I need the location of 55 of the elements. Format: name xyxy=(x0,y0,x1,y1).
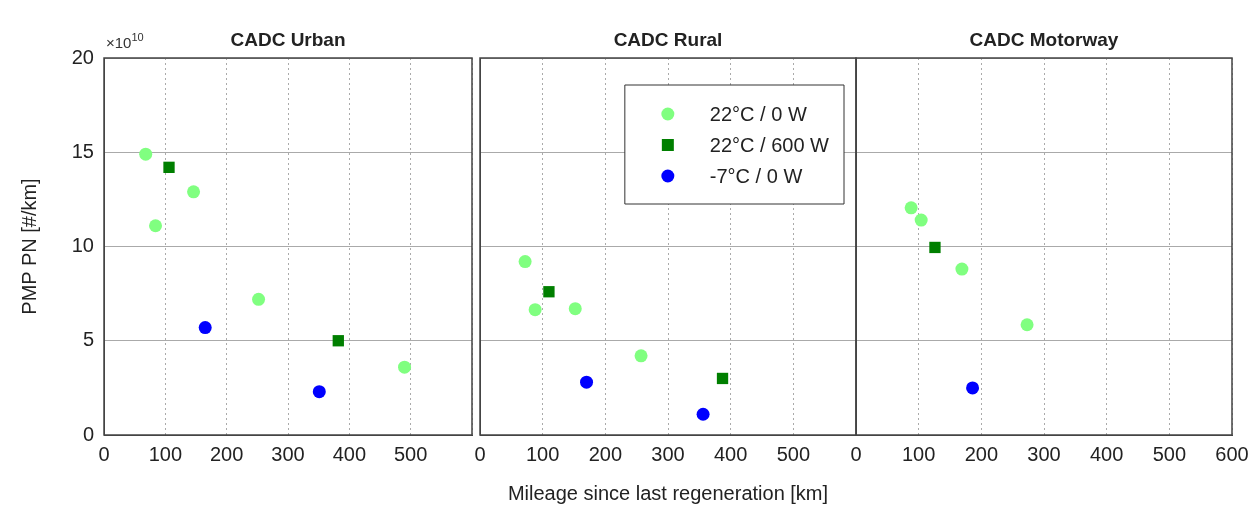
point xyxy=(187,185,201,199)
x-tick-label: 100 xyxy=(901,442,936,465)
point xyxy=(149,219,163,233)
point xyxy=(914,213,928,227)
x-tick-label: 0 xyxy=(98,442,110,465)
chart-title: CADC Motorway xyxy=(969,29,1119,50)
point xyxy=(528,303,542,317)
chart-title: CADC Urban xyxy=(230,29,346,50)
point xyxy=(634,349,648,363)
x-tick-label: 300 xyxy=(271,442,305,465)
legend-label: 22°C / 0 W xyxy=(709,102,807,125)
point xyxy=(198,321,212,335)
point xyxy=(716,372,729,385)
y-tick-label: 5 xyxy=(82,328,94,351)
x-axis-title: Mileage since last regeneration [km] xyxy=(507,481,829,504)
x-tick-label: 400 xyxy=(1089,442,1124,465)
x-tick-label: 200 xyxy=(588,442,623,465)
point xyxy=(696,407,710,421)
point xyxy=(252,292,266,306)
y-tick-label: 15 xyxy=(71,139,94,162)
point xyxy=(518,255,532,269)
point xyxy=(929,241,941,254)
x-tick-label: 300 xyxy=(1027,442,1061,465)
x-tick-label: 300 xyxy=(651,442,685,465)
chart-title: CADC Rural xyxy=(613,29,723,50)
point xyxy=(1020,318,1034,332)
point xyxy=(580,375,594,389)
legend-label: 22°C / 600 W xyxy=(709,133,830,156)
point xyxy=(543,286,555,298)
y-tick-label: 10 xyxy=(71,234,94,257)
point xyxy=(955,262,969,276)
x-tick-label: 500 xyxy=(1152,442,1187,465)
y-tick-label: 20 xyxy=(71,45,94,68)
y-axis-title: PMP PN [#/km] xyxy=(17,178,40,315)
x-tick-label: 0 xyxy=(474,442,486,465)
x-tick-label: 500 xyxy=(393,442,428,465)
x-tick-label: 0 xyxy=(850,442,862,465)
point xyxy=(139,147,153,161)
point xyxy=(332,335,344,347)
x-tick-label: 100 xyxy=(148,442,183,465)
point xyxy=(398,360,412,374)
y-tick-label: 0 xyxy=(82,422,94,445)
x-tick-label: 200 xyxy=(209,442,244,465)
point xyxy=(966,381,980,395)
point xyxy=(568,302,582,316)
x-tick-label: 400 xyxy=(332,442,367,465)
x-tick-label: 600 xyxy=(1215,442,1249,465)
x-tick-label: 500 xyxy=(776,442,811,465)
point xyxy=(904,201,918,215)
x-tick-label: 400 xyxy=(713,442,748,465)
x-tick-label: 100 xyxy=(525,442,560,465)
point xyxy=(312,385,326,399)
x-tick-label: 200 xyxy=(964,442,999,465)
point xyxy=(163,161,175,173)
legend-label: -7°C / 0 W xyxy=(709,164,803,187)
